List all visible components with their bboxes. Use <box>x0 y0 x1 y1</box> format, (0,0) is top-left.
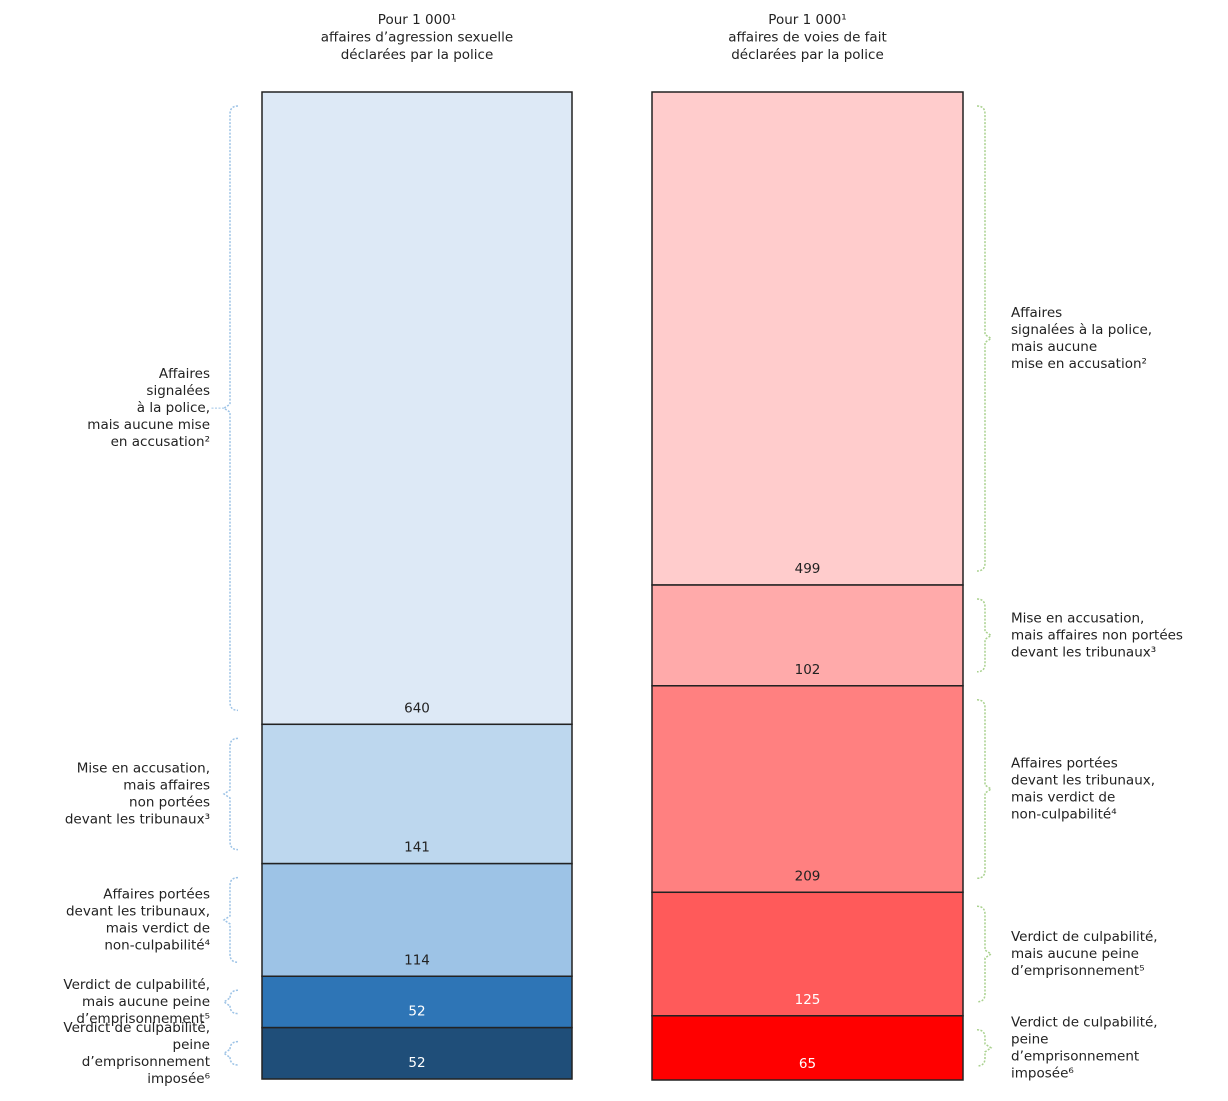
segment-label: mais aucune <box>1011 339 1097 355</box>
bracket <box>222 876 239 964</box>
segment-label: non-culpabilité⁴ <box>104 937 210 953</box>
value-label: 52 <box>408 1055 425 1071</box>
bracket <box>976 699 993 880</box>
bracket <box>976 905 993 1003</box>
value-label: 114 <box>404 952 430 968</box>
bracket <box>222 989 239 1015</box>
segment-label: mais aucune mise <box>87 417 210 433</box>
segment-label: devant les tribunaux, <box>66 903 210 919</box>
bracket <box>976 598 993 673</box>
segment-label: devant les tribunaux, <box>1011 773 1155 789</box>
segment-label: mais affaires non portées <box>1011 627 1183 643</box>
segment <box>261 862 573 978</box>
segment-label: mais aucune peine <box>82 994 210 1010</box>
value-label: 102 <box>795 662 821 678</box>
value-label: 640 <box>404 700 430 716</box>
segment-label: à la police, <box>137 400 210 416</box>
segment-label: Affaires <box>159 366 210 382</box>
bracket <box>976 105 993 572</box>
segment-label: Mise en accusation, <box>1011 610 1144 626</box>
value-label: 65 <box>799 1056 816 1072</box>
segment-label: Verdict de culpabilité, <box>1011 929 1158 945</box>
segment-label: mise en accusation² <box>1011 356 1147 372</box>
segment-label: d’emprisonnement <box>82 1054 210 1070</box>
segment <box>261 91 573 726</box>
value-label: 125 <box>795 992 821 1008</box>
segment-label: devant les tribunaux³ <box>1011 644 1156 660</box>
segment <box>261 1026 573 1080</box>
value-label: 499 <box>795 561 821 577</box>
value-label: 141 <box>404 840 430 856</box>
segment-label: mais aucune peine <box>1011 946 1139 962</box>
bracket <box>976 1029 993 1067</box>
segment <box>651 891 964 1017</box>
segment-label: non-culpabilité⁴ <box>1011 807 1117 823</box>
segment-label: d’emprisonnement⁵ <box>76 1011 210 1027</box>
column-title: affaires d’agression sexuelle <box>321 30 513 46</box>
segment-label: Affaires portées <box>103 886 210 902</box>
segment-label: imposée⁶ <box>147 1071 210 1087</box>
segment-label: signalées à la police, <box>1011 322 1152 338</box>
segment-label: signalées <box>146 383 210 399</box>
segment <box>651 584 964 687</box>
segment-label: devant les tribunaux³ <box>65 811 210 827</box>
bracket <box>222 1040 239 1066</box>
segment-label: Mise en accusation, <box>77 760 210 776</box>
segment-label: d’emprisonnement⁵ <box>1011 963 1145 979</box>
segment-label: en accusation² <box>111 434 210 450</box>
segment-label: Verdict de culpabilité, <box>63 1020 210 1036</box>
segment <box>651 1015 964 1081</box>
value-label: 52 <box>408 1004 425 1020</box>
segment-label: Affaires portées <box>1011 756 1118 772</box>
segment-label: Affaires <box>1011 305 1062 321</box>
segment-label: mais verdict de <box>1011 790 1115 806</box>
column-title: déclarées par la police <box>341 47 494 63</box>
column-title: Pour 1 000¹ <box>378 12 456 28</box>
bracket <box>222 105 239 712</box>
segment-label: mais verdict de <box>106 920 210 936</box>
segment-label: peine <box>173 1037 211 1053</box>
segment <box>651 685 964 894</box>
segment-label: d’emprisonnement <box>1011 1048 1139 1064</box>
segment-label: imposée⁶ <box>1011 1065 1074 1081</box>
segment <box>261 975 573 1029</box>
column-title: Pour 1 000¹ <box>768 12 846 28</box>
segment-label: peine <box>1011 1031 1049 1047</box>
segment-label: Verdict de culpabilité, <box>63 977 210 993</box>
segment-label: mais affaires <box>123 777 210 793</box>
segment <box>261 723 573 865</box>
bracket <box>222 737 239 851</box>
value-label: 209 <box>795 868 821 884</box>
segment <box>651 91 964 586</box>
segment-label: Verdict de culpabilité, <box>1011 1014 1158 1030</box>
column-title: affaires de voies de fait <box>728 30 887 46</box>
column-title: déclarées par la police <box>731 47 884 63</box>
segment-label: non portées <box>129 794 210 810</box>
